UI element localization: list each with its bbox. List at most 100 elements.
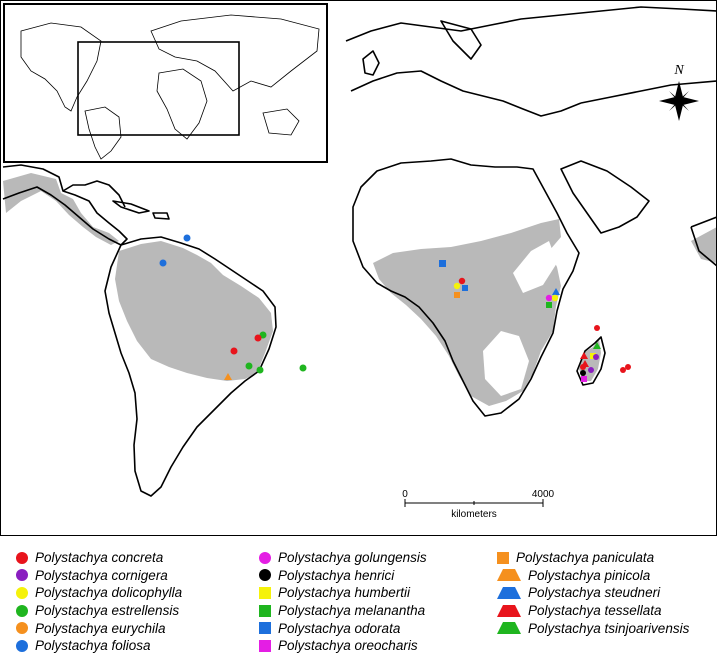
- legend-label: Polystachya steudneri: [528, 585, 661, 601]
- range-gap-east-africa: [513, 241, 557, 293]
- marker-estrellensis: [245, 362, 253, 370]
- marker-concreta: [254, 334, 262, 342]
- marker-golungensis: [545, 294, 553, 302]
- legend-item: Polystachya paniculata: [497, 549, 689, 567]
- coast-asia: [580, 80, 716, 104]
- legend-circle-symbol: [16, 551, 28, 564]
- compass-north-label: N: [673, 63, 684, 78]
- coast-europe-south: [350, 70, 582, 117]
- marker-tsinjoarivensis: [593, 342, 601, 349]
- legend-item: Polystachya dolicophylla: [16, 584, 182, 602]
- legend-label: Polystachya odorata: [278, 620, 401, 636]
- range-south-america: [115, 241, 273, 381]
- coastlines: [2, 6, 716, 497]
- legend-item: Polystachya foliosa: [16, 637, 182, 655]
- coast-europe: [345, 6, 716, 42]
- legend-label: Polystachya cornigera: [35, 567, 168, 583]
- legend-label: Polystachya tessellata: [528, 603, 662, 619]
- legend-item: Polystachya steudneri: [497, 584, 689, 602]
- marker-humbertii: [590, 353, 596, 359]
- coast-scandinavia: [440, 20, 482, 60]
- legend-square-symbol: [259, 622, 271, 635]
- legend-label: Polystachya henrici: [278, 567, 395, 583]
- marker-concreta: [458, 277, 466, 285]
- marker-dolicophylla: [453, 282, 461, 290]
- marker-steudneri: [552, 288, 560, 295]
- legend-label: Polystachya oreocharis: [278, 638, 418, 654]
- coast-india: [690, 216, 716, 267]
- marker-estrellensis: [299, 364, 307, 372]
- legend-triangle-symbol: [497, 604, 521, 617]
- legend-circle-symbol: [16, 639, 28, 652]
- coast-north-america: [2, 164, 128, 246]
- coast-arabia: [560, 160, 650, 234]
- marker-concreta: [580, 364, 586, 370]
- legend-square-symbol: [497, 551, 509, 564]
- legend-item: Polystachya golungensis: [259, 549, 427, 567]
- marker-dolicophylla: [551, 294, 559, 302]
- coast-hispaniola: [152, 212, 170, 220]
- species-legend: Polystachya concreta Polystachya cornige…: [0, 541, 719, 658]
- marker-concreta: [594, 325, 600, 331]
- legend-label: Polystachya pinicola: [528, 567, 651, 583]
- legend-item: Polystachya henrici: [259, 567, 427, 585]
- range-india: [691, 227, 716, 263]
- legend-item: Polystachya cornigera: [16, 567, 182, 585]
- legend-label: Polystachya foliosa: [35, 638, 151, 654]
- legend-item: Polystachya oreocharis: [259, 637, 427, 655]
- marker-estrellensis: [256, 366, 264, 374]
- marker-tessellata: [580, 352, 588, 359]
- legend-item: Polystachya tsinjoarivensis: [497, 619, 689, 637]
- marker-foliosa: [183, 234, 191, 242]
- legend-label: Polystachya concreta: [35, 550, 164, 566]
- north-arrow-compass: N: [659, 63, 699, 121]
- range-africa: [373, 219, 561, 406]
- marker-concreta: [620, 367, 626, 373]
- legend-item: Polystachya melanantha: [259, 602, 427, 620]
- scale-end-label: 4000: [532, 489, 555, 500]
- legend-square-symbol: [259, 586, 271, 599]
- coast-south-america: [104, 236, 277, 497]
- legend-item: Polystachya eurychila: [16, 619, 182, 637]
- coast-madagascar: [576, 336, 606, 386]
- coast-gulf-and-florida: [62, 180, 126, 208]
- legend-label: Polystachya golungensis: [278, 550, 427, 566]
- marker-odorata: [439, 260, 446, 267]
- legend-item: Polystachya humbertii: [259, 584, 427, 602]
- legend-label: Polystachya paniculata: [516, 550, 655, 566]
- legend-label: Polystachya dolicophylla: [35, 585, 183, 601]
- world-map: N 0 4000 kilometers: [2, 3, 716, 520]
- marker-foliosa: [159, 259, 167, 267]
- inset-australia: [262, 108, 300, 136]
- marker-melanantha: [546, 302, 552, 308]
- map-panel: N 0 4000 kilometers: [0, 0, 717, 536]
- marker-concreta: [625, 364, 631, 370]
- marker-pinicola: [224, 373, 232, 380]
- legend-column-3: Polystachya paniculata Polystachya pinic…: [497, 549, 689, 637]
- legend-circle-symbol: [16, 586, 28, 599]
- coast-cuba: [112, 200, 150, 214]
- legend-item: Polystachya pinicola: [497, 567, 689, 585]
- legend-column-2: Polystachya golungensis Polystachya henr…: [259, 549, 427, 655]
- legend-square-symbol: [259, 604, 271, 617]
- scale-bar: 0 4000 kilometers: [402, 489, 554, 520]
- legend-circle-symbol: [259, 551, 271, 564]
- marker-concreta: [230, 347, 238, 355]
- occurrence-markers: [159, 234, 631, 382]
- legend-triangle-symbol: [497, 569, 521, 582]
- legend-item: Polystachya odorata: [259, 619, 427, 637]
- marker-odorata: [462, 285, 468, 291]
- scale-unit-label: kilometers: [451, 509, 497, 520]
- legend-triangle-symbol: [497, 622, 521, 635]
- legend-label: Polystachya estrellensis: [35, 603, 180, 619]
- legend-triangle-symbol: [497, 586, 521, 599]
- legend-label: Polystachya melanantha: [278, 603, 426, 619]
- legend-label: Polystachya tsinjoarivensis: [528, 620, 690, 636]
- legend-label: Polystachya eurychila: [35, 620, 166, 636]
- legend-circle-symbol: [16, 569, 28, 582]
- scale-start-label: 0: [402, 489, 408, 500]
- legend-label: Polystachya humbertii: [278, 585, 411, 601]
- inset-africa: [156, 68, 208, 140]
- marker-oreocharis: [581, 376, 587, 382]
- inset-eurasia: [150, 14, 320, 92]
